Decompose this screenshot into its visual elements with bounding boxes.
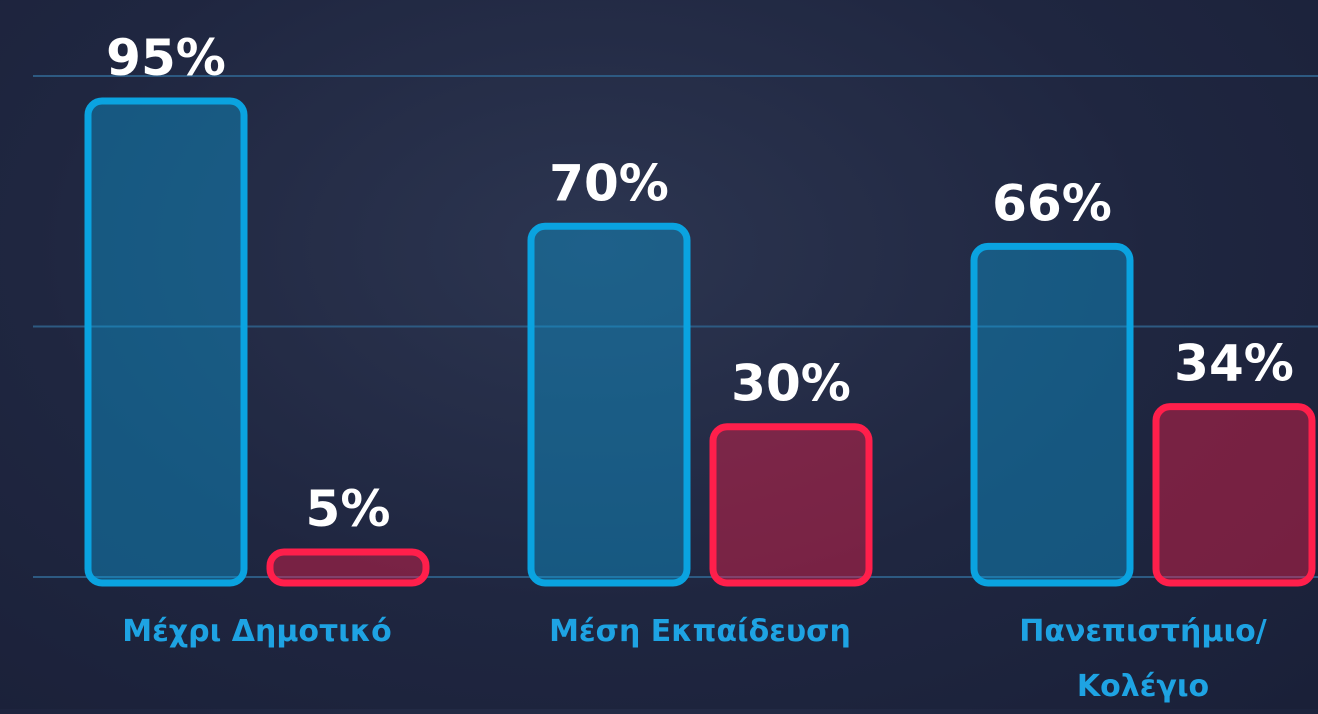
value-label: 5%	[306, 480, 391, 538]
value-label: 30%	[731, 355, 851, 413]
value-label: 34%	[1174, 335, 1294, 393]
bar	[1152, 403, 1316, 587]
bar	[84, 97, 248, 587]
value-label: 95%	[106, 29, 226, 87]
bar	[709, 423, 873, 587]
category-label: Πανεπιστήμιο/ Κολέγιο	[1019, 614, 1267, 704]
bar	[266, 548, 430, 587]
category-label: Μέχρι Δημοτικό	[122, 614, 392, 649]
bar	[970, 242, 1134, 587]
value-label: 70%	[549, 154, 669, 212]
value-label: 66%	[992, 174, 1112, 232]
category-label: Μέση Εκπαίδευση	[549, 614, 851, 649]
bar	[527, 222, 691, 587]
